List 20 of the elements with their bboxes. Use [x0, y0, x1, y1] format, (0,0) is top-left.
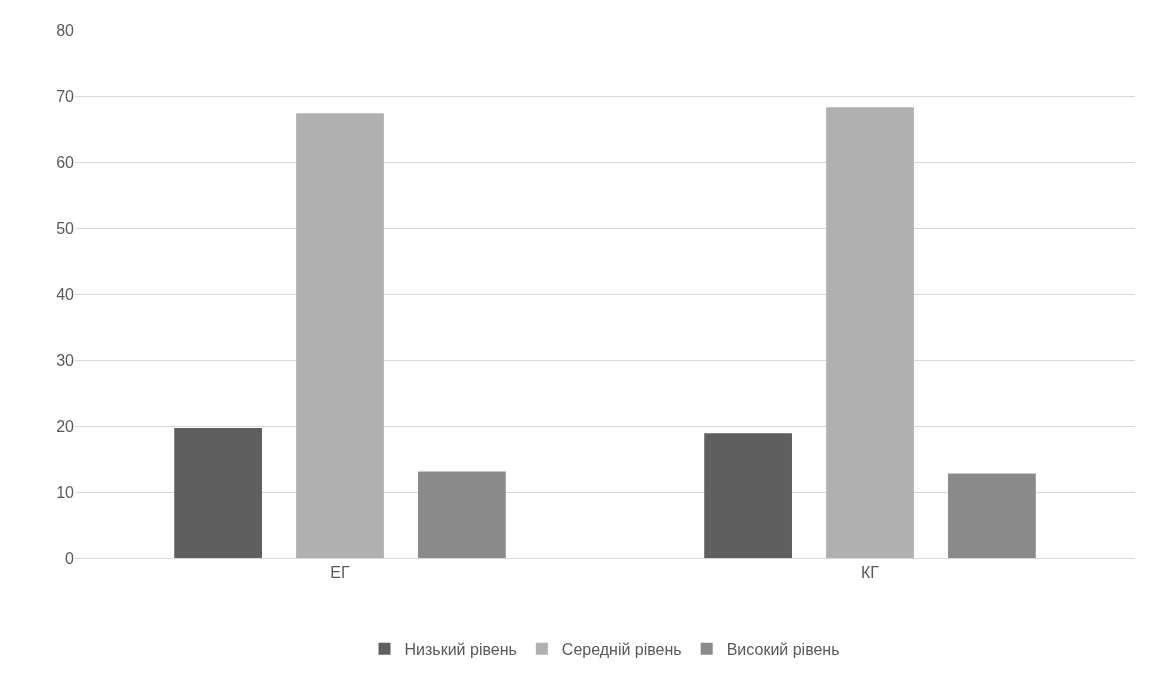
- y-tick-label: 80: [56, 21, 75, 39]
- bar: [704, 433, 792, 558]
- y-tick-label: 40: [56, 285, 75, 303]
- legend-label: Високий рівень: [726, 641, 840, 659]
- y-tick-label: 30: [56, 351, 75, 369]
- legend-label: Середній рівень: [561, 641, 682, 659]
- y-tick-label: 20: [56, 417, 75, 435]
- y-tick-label: 60: [56, 153, 75, 171]
- bar: [948, 473, 1036, 558]
- y-tick-label: 0: [65, 549, 75, 567]
- y-tick-label: 70: [56, 87, 75, 105]
- y-tick-label: 10: [56, 483, 75, 501]
- x-tick-label: ЕГ: [330, 564, 350, 582]
- bar: [418, 471, 506, 558]
- y-tick-label: 50: [56, 219, 75, 237]
- x-tick-label: КГ: [861, 564, 880, 582]
- bar: [826, 107, 914, 558]
- legend-label: Низький рівень: [404, 641, 517, 659]
- bar: [296, 113, 384, 558]
- bar: [174, 427, 262, 558]
